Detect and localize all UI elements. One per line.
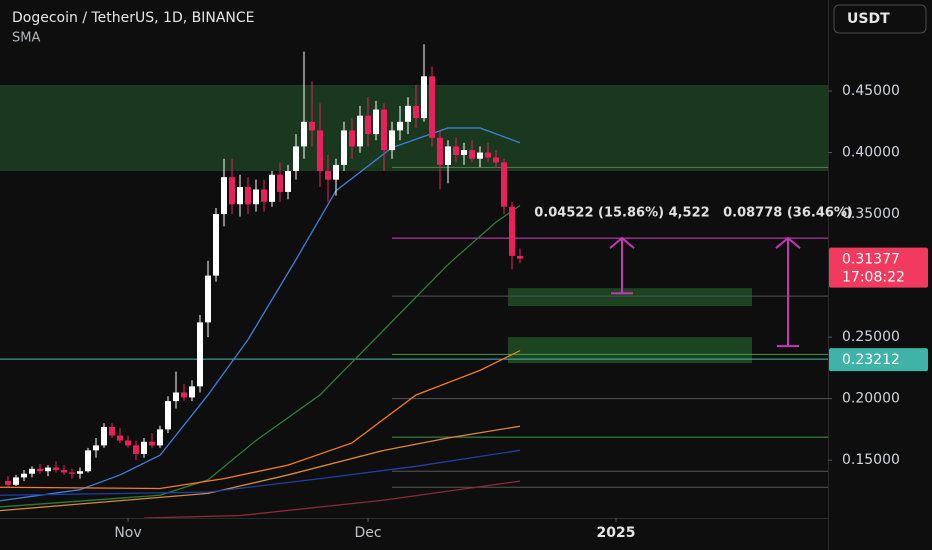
candle-body [381,109,387,151]
sma-line [143,480,521,519]
candle-body [13,477,19,485]
measure-label: 0.08778 (36.46%) [723,206,853,221]
currency-button[interactable] [833,4,927,34]
candle-body [293,146,299,172]
price-badge-label: 0.23212 [842,352,900,368]
candle-body [197,322,203,387]
candle-body [373,109,379,135]
candle-body [29,468,35,474]
candle-body [285,171,291,192]
y-tick-label: 0.25000 [842,329,900,345]
candle-body [453,146,459,156]
candle-body [309,121,315,131]
measure-label: 0.04522 (15.86%) 4,522 [534,206,709,221]
candle-body [213,214,219,276]
sma-line [0,425,521,512]
y-tick-label: 0.35000 [842,206,900,222]
y-tick-label: 0.45000 [842,83,900,99]
candle-body [437,137,443,165]
candle-body [181,392,187,398]
measure-arrowhead [609,236,635,249]
price-badge [829,247,928,288]
candle-body [205,275,211,323]
sma-line [0,204,521,508]
price-badge [829,348,928,372]
candle-body [349,130,355,147]
candle-body [157,429,163,446]
y-tick-label: 0.15000 [842,452,900,468]
candle-body [501,162,507,207]
candle-body [301,121,307,147]
candle-body [517,255,523,259]
candle-body [445,146,451,165]
candle-body [493,157,499,163]
candle-body [221,177,227,215]
sma-line [0,449,521,496]
candle-body [229,177,235,205]
candle-body [21,473,27,478]
candle-body [261,189,267,202]
candle-body [509,206,515,256]
candle-body [133,445,139,455]
y-tick-label: 0.20000 [842,391,900,407]
candle-body [325,171,331,180]
currency-label[interactable]: USDT [847,11,890,27]
x-tick-label: 2025 [597,525,636,541]
chart-title: Dogecoin / TetherUS, 1D, BINANCE [12,10,255,26]
candle-body [173,392,179,402]
candle-body [125,440,131,446]
candle-body [477,152,483,159]
candle-body [397,121,403,131]
candle-body [5,481,11,485]
candle-body [245,187,251,205]
sma-line [0,350,521,490]
candle-body [85,450,91,472]
candle-body [93,445,99,451]
zone [508,288,752,307]
plot [0,44,828,519]
candle-body [77,471,83,474]
measure-arrowhead [775,236,801,249]
candle-body [277,174,283,192]
price-badge-label: 0.31377 [842,252,900,268]
candle-body [365,115,371,135]
candle-body [117,435,123,441]
candle-body [317,130,323,172]
candle-body [469,150,475,159]
y-tick-label: 0.40000 [842,145,900,161]
candle-body [237,187,243,205]
candle-body [333,164,339,180]
candle-body [109,426,115,436]
candle-body [253,189,259,205]
sma-line [0,127,521,502]
zone [0,84,828,172]
candle-body [37,468,43,472]
price-badge-time: 17:08:22 [842,270,905,286]
x-tick-label: Nov [114,525,141,541]
x-tick-label: Dec [354,525,381,541]
candle-body [389,130,395,151]
candle-body [429,76,435,138]
candle-body [165,401,171,430]
candle-body [461,150,467,156]
candle-body [189,386,195,398]
candle-body [405,105,411,122]
candle-body [61,470,67,473]
indicator-name: SMA [12,31,40,46]
candle-body [45,467,51,472]
candle-body [149,441,155,446]
candle-body [413,105,419,119]
candle-body [101,426,107,446]
candle-body [69,472,75,474]
candle-body [421,76,427,119]
candle-body [269,174,275,202]
candle-body [53,467,59,471]
candle-body [485,152,491,158]
candle-body [141,441,147,455]
candle-body [357,115,363,147]
candle-body [341,130,347,165]
